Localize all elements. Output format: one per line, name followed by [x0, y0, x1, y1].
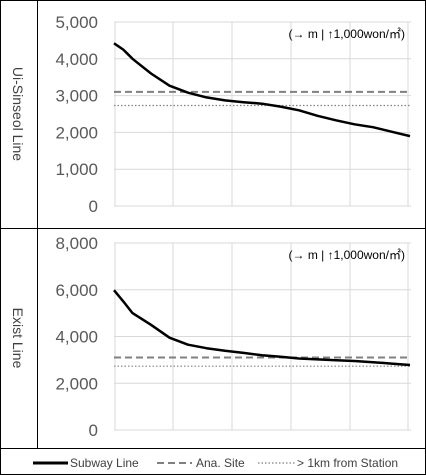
y-tick-label: 8,000 — [55, 234, 98, 253]
series-line-subway-line — [113, 42, 411, 138]
y-tick-label: 4,000 — [55, 50, 98, 69]
chart-panel-ui-sinseol: 5,000 4,000 3,000 2,000 1,000 0 (→ m | ↑1,000… — [10, 13, 411, 216]
series-line-subway-line — [113, 289, 411, 367]
legend-label-ana-site: Ana. Site — [196, 456, 245, 470]
gridlines — [114, 242, 411, 431]
reference-lines — [114, 356, 410, 367]
unit-note: (→ m | ↑1,000won/㎡) — [289, 248, 406, 262]
legend-label-far-from-station: > 1km from Station — [297, 456, 398, 470]
unit-note: (→ m | ↑1,000won/㎡) — [289, 27, 406, 41]
y-tick-label: 1,000 — [55, 160, 98, 179]
y-tick-label: 0 — [89, 197, 98, 216]
y-tick-label: 5,000 — [55, 13, 98, 32]
chart-panel-exist: 8,000 6,000 4,000 2,000 0 (→ m | ↑1,000won/㎡… — [10, 234, 411, 440]
row-label: Ui-Sinseol Line — [10, 67, 26, 161]
y-tick-label: 2,000 — [55, 123, 98, 142]
y-tick-label: 2,000 — [55, 374, 98, 393]
row-label: Exist Line — [10, 308, 26, 369]
y-tick-label: 3,000 — [55, 87, 98, 106]
y-axis-tick-labels: 8,000 6,000 4,000 2,000 0 — [55, 234, 98, 440]
y-tick-label: 0 — [89, 421, 98, 440]
reference-lines — [114, 90, 410, 107]
gridlines — [114, 21, 411, 207]
legend-label-subway-line: Subway Line — [70, 456, 139, 470]
y-tick-label: 6,000 — [55, 281, 98, 300]
y-tick-label: 4,000 — [55, 328, 98, 347]
y-axis-tick-labels: 5,000 4,000 3,000 2,000 1,000 0 — [55, 13, 98, 216]
legend: Subway Line Ana. Site > 1km from Station — [33, 456, 398, 470]
